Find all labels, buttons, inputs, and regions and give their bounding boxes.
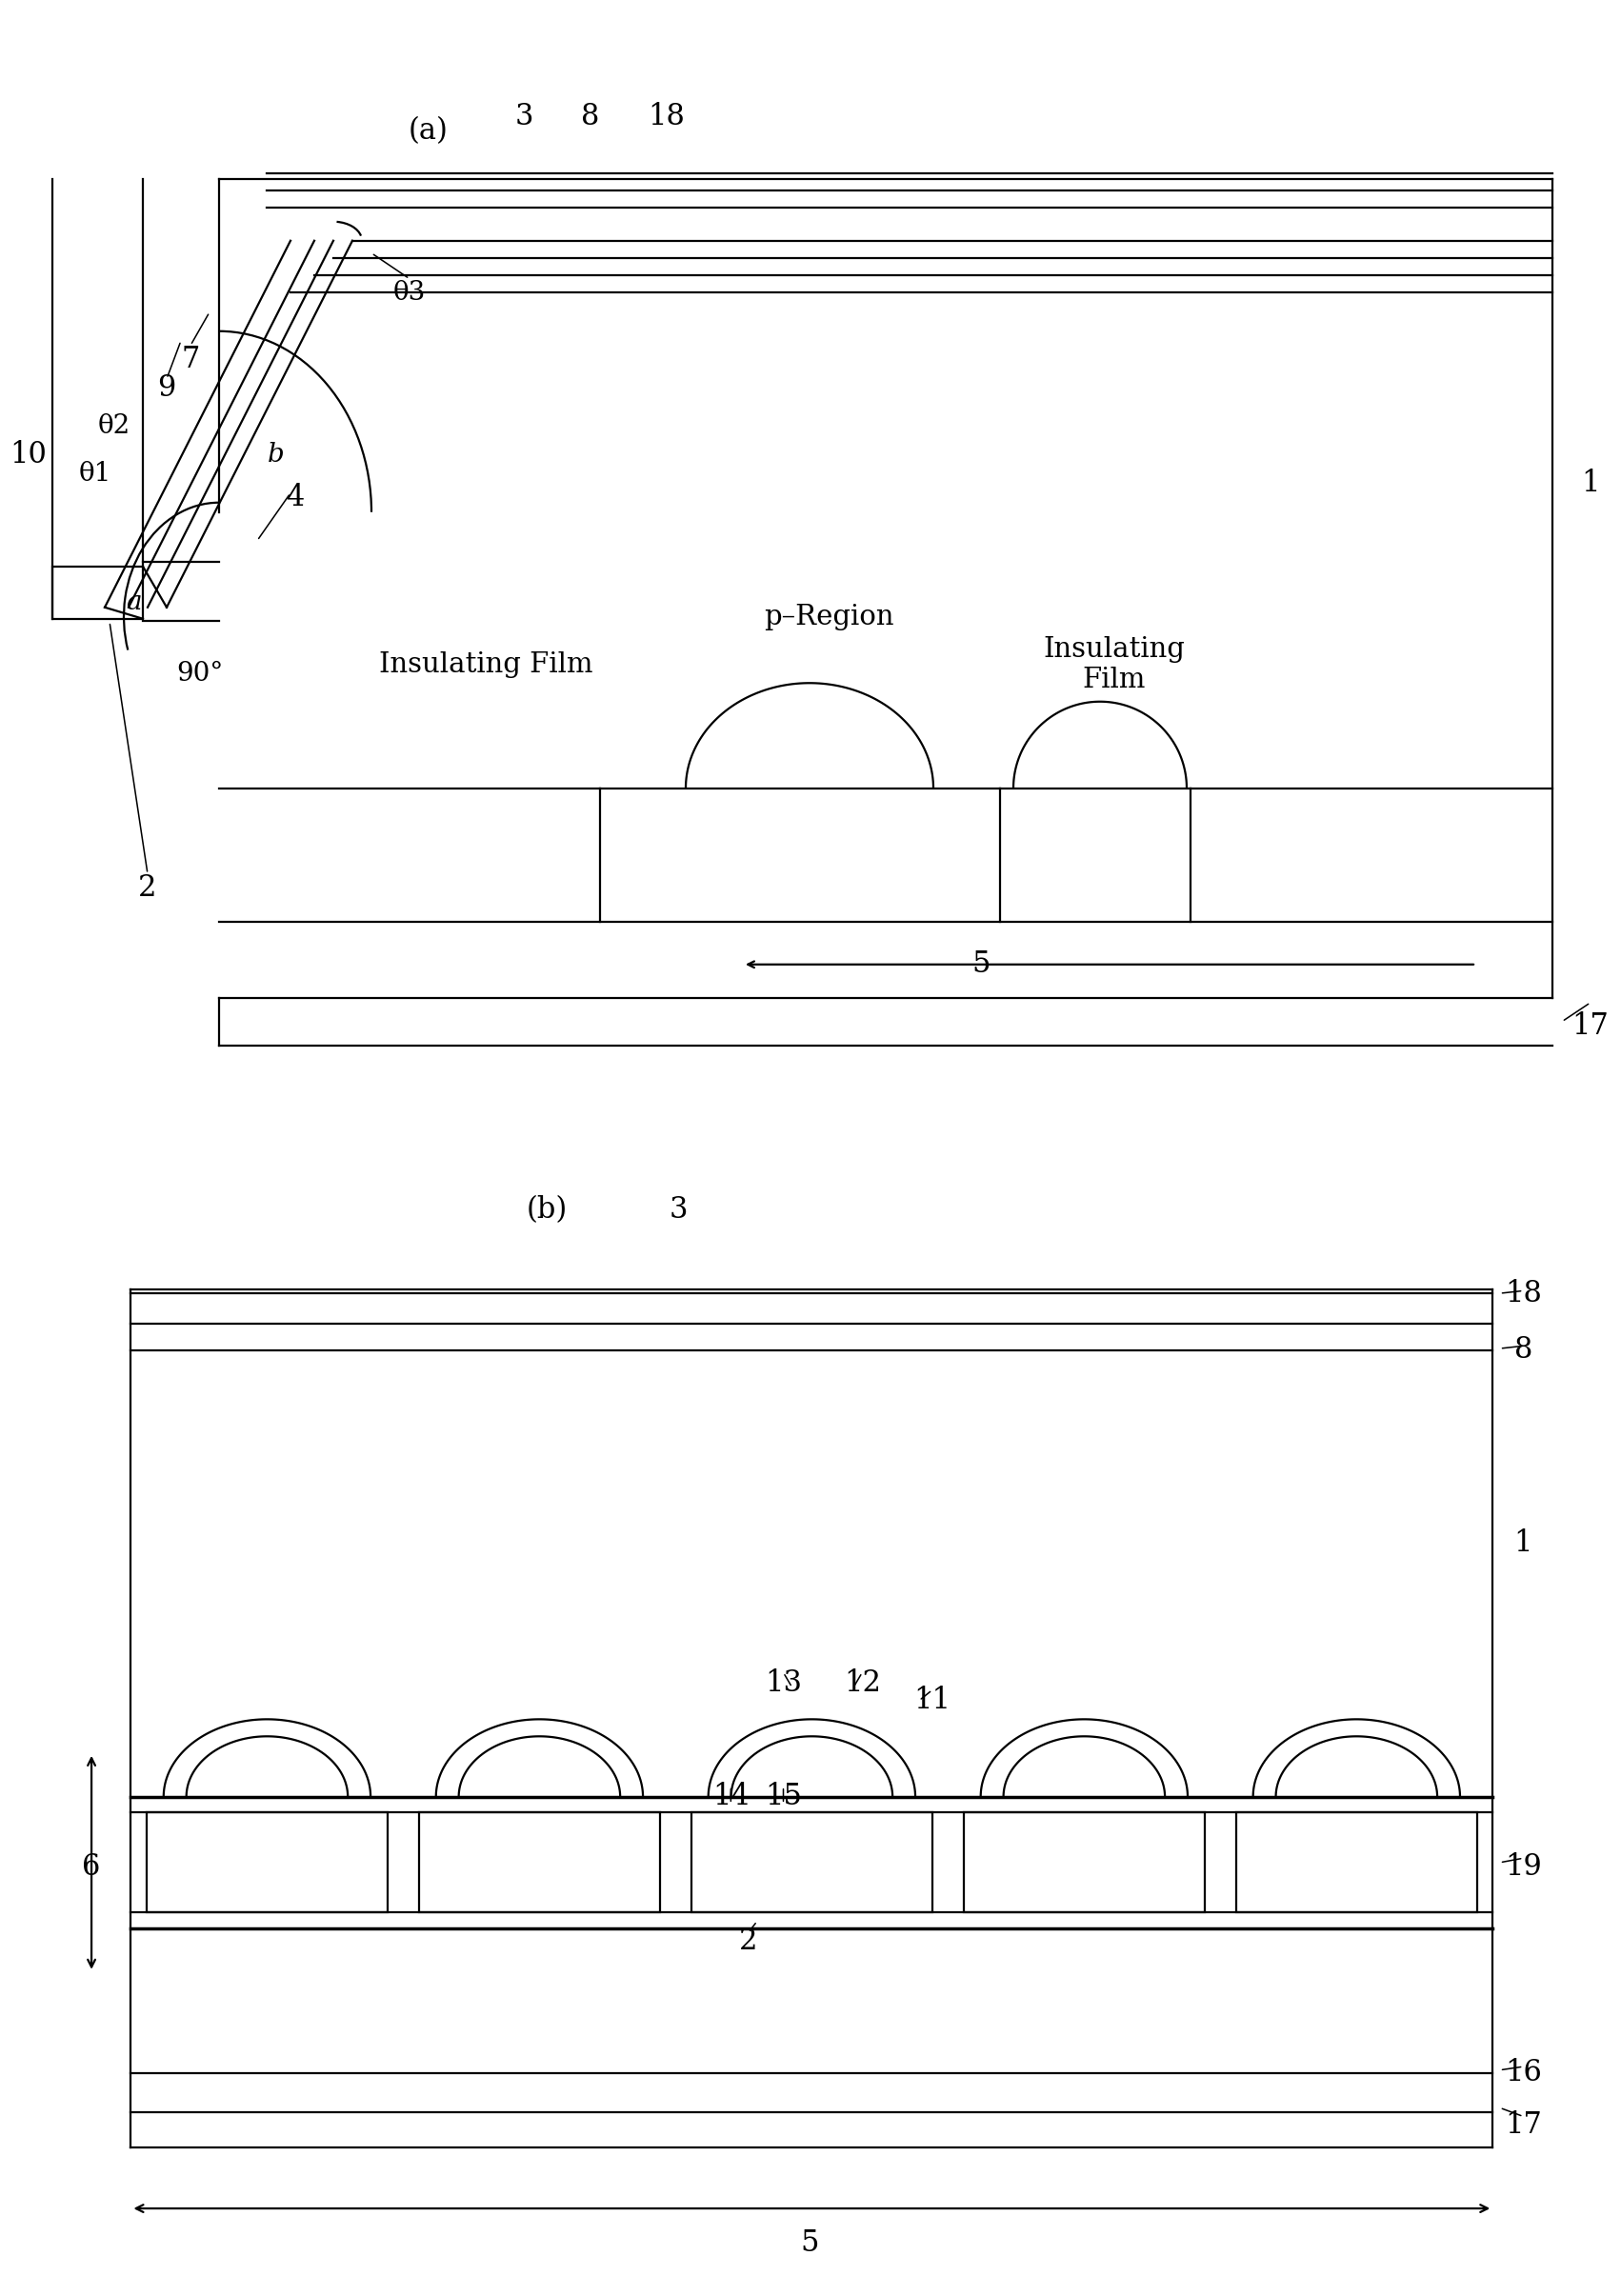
Text: 90°: 90° xyxy=(177,661,224,687)
Text: 12: 12 xyxy=(843,1669,880,1697)
Text: 3: 3 xyxy=(514,101,533,131)
Text: 18: 18 xyxy=(648,101,686,131)
Text: 8: 8 xyxy=(1514,1336,1532,1366)
Text: (b): (b) xyxy=(527,1196,567,1226)
Text: θ2: θ2 xyxy=(97,413,131,439)
Text: 10: 10 xyxy=(10,441,47,471)
Bar xyxy=(964,1812,1204,1913)
Text: θ3: θ3 xyxy=(394,280,426,305)
Text: 4: 4 xyxy=(285,482,305,512)
Text: 3: 3 xyxy=(669,1196,687,1226)
Text: 18: 18 xyxy=(1504,1279,1542,1309)
Bar xyxy=(1237,1812,1477,1913)
Text: (a): (a) xyxy=(408,117,449,147)
Text: 5: 5 xyxy=(801,2229,819,2259)
Text: 6: 6 xyxy=(83,1853,101,1883)
Text: 1: 1 xyxy=(1514,1529,1533,1557)
Text: 14: 14 xyxy=(712,1782,749,1812)
Text: Insulating Film: Insulating Film xyxy=(379,652,593,677)
Text: θ1: θ1 xyxy=(79,461,112,487)
Text: 17: 17 xyxy=(1504,2110,1542,2140)
Text: 9: 9 xyxy=(157,374,175,404)
Text: 1: 1 xyxy=(1580,468,1600,498)
Text: 5: 5 xyxy=(971,951,990,978)
Text: b: b xyxy=(267,443,285,468)
Text: 16: 16 xyxy=(1504,2057,1542,2087)
Text: 7: 7 xyxy=(182,344,199,374)
Text: 13: 13 xyxy=(765,1669,802,1697)
Text: 11: 11 xyxy=(914,1685,952,1715)
Bar xyxy=(420,1812,660,1913)
Bar xyxy=(146,1812,387,1913)
Text: 17: 17 xyxy=(1572,1013,1610,1040)
Bar xyxy=(692,1812,932,1913)
Text: Insulating
Film: Insulating Film xyxy=(1044,636,1185,693)
Text: 2: 2 xyxy=(138,872,157,902)
Text: 2: 2 xyxy=(739,1926,757,1956)
Text: 8: 8 xyxy=(582,101,600,131)
Text: 19: 19 xyxy=(1504,1853,1542,1883)
Text: 15: 15 xyxy=(765,1782,802,1812)
Text: p–Region: p–Region xyxy=(763,604,893,629)
Bar xyxy=(52,567,143,618)
Text: a: a xyxy=(125,590,141,615)
